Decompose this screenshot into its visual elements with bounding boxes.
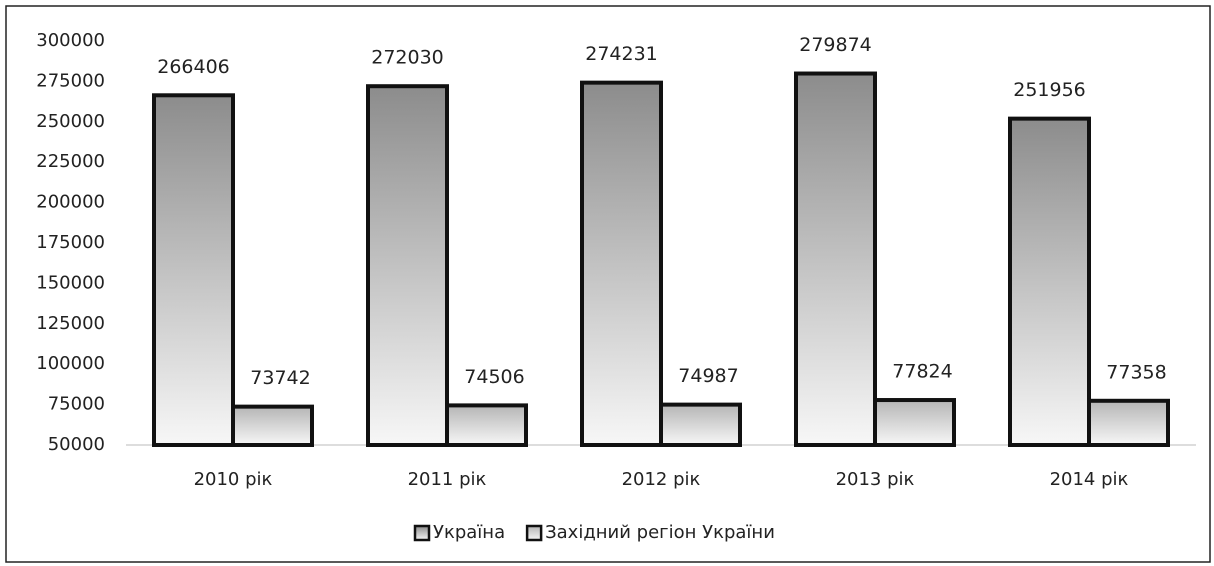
y-tick-label: 50000 <box>48 434 105 455</box>
chart-frame <box>5 5 1211 563</box>
data-label: 272030 <box>371 47 444 69</box>
bar <box>659 402 742 447</box>
x-tick-label: 2010 рік <box>194 469 273 490</box>
y-tick-label: 175000 <box>36 232 105 253</box>
data-label: 274231 <box>585 43 658 65</box>
legend-swatch <box>413 524 431 542</box>
bar <box>580 80 663 447</box>
y-tick-label: 225000 <box>36 151 105 172</box>
data-label: 279874 <box>799 34 872 56</box>
bar <box>1008 116 1091 448</box>
y-tick-label: 150000 <box>36 272 105 293</box>
bar <box>231 404 314 448</box>
data-label: 251956 <box>1013 79 1086 101</box>
x-tick-label: 2012 рік <box>622 469 701 490</box>
x-tick-label: 2011 рік <box>408 469 487 490</box>
bar <box>366 84 449 447</box>
y-tick-label: 125000 <box>36 313 105 334</box>
data-label: 73742 <box>250 367 310 389</box>
data-label: 77824 <box>892 361 952 383</box>
bar <box>445 403 528 448</box>
y-tick-label: 200000 <box>36 192 105 213</box>
data-label: 74506 <box>464 366 524 388</box>
legend-label: Україна <box>433 522 505 543</box>
data-label: 74987 <box>678 365 738 387</box>
bar <box>152 93 235 447</box>
bar <box>794 71 877 447</box>
y-tick-label: 275000 <box>36 70 105 91</box>
y-tick-label: 300000 <box>36 30 105 51</box>
y-tick-label: 250000 <box>36 111 105 132</box>
y-tick-label: 100000 <box>36 353 105 374</box>
bar <box>873 398 956 447</box>
x-tick-label: 2013 рік <box>836 469 915 490</box>
legend-swatch <box>525 524 543 542</box>
x-tick-label: 2014 рік <box>1050 469 1129 490</box>
data-label: 266406 <box>157 56 230 78</box>
legend-label: Західний регіон України <box>545 522 775 543</box>
bar <box>1087 398 1170 447</box>
y-tick-label: 75000 <box>48 394 105 415</box>
data-label: 77358 <box>1106 361 1166 383</box>
